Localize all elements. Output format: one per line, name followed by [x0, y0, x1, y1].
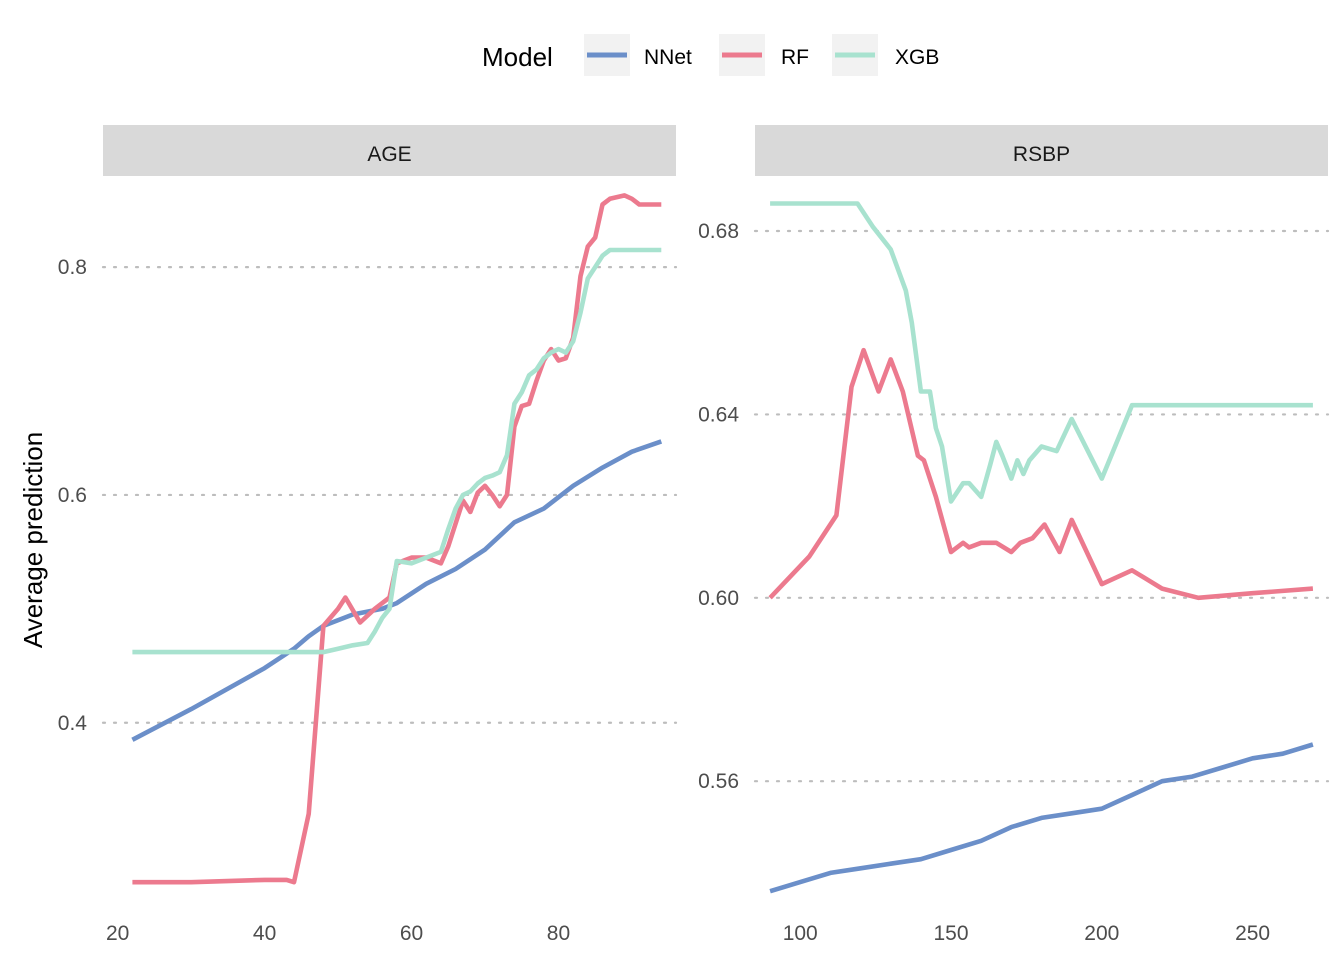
- legend-item-xgb: XGB: [832, 34, 939, 76]
- y-tick-label: 0.4: [58, 712, 88, 735]
- legend-label-xgb: XGB: [895, 46, 939, 69]
- x-tick-label: 150: [934, 922, 969, 945]
- x-tick-label: 250: [1235, 922, 1270, 945]
- strip-label: AGE: [367, 143, 411, 166]
- legend-label-rf: RF: [781, 46, 809, 69]
- x-tick-label: 100: [783, 922, 818, 945]
- series-line-rf: [770, 350, 1313, 598]
- y-tick-label: 0.6: [58, 484, 87, 507]
- x-tick-label: 80: [547, 922, 570, 945]
- strip-label: RSBP: [1013, 143, 1070, 166]
- panel-rsbp: RSBP 0.56 0.60 0.64 0.68 100 150 200 250: [698, 125, 1328, 945]
- series-line-xgb: [132, 250, 661, 652]
- legend-label-nnet: NNet: [644, 46, 692, 69]
- series-line-xgb: [770, 204, 1313, 502]
- y-tick-label: 0.64: [698, 403, 739, 426]
- x-tick-label: 20: [106, 922, 129, 945]
- y-tick-label: 0.56: [698, 770, 739, 793]
- legend-item-nnet: NNet: [584, 34, 692, 76]
- y-tick-label: 0.60: [698, 587, 739, 610]
- x-tick-label: 200: [1084, 922, 1119, 945]
- y-tick-label: 0.68: [698, 220, 739, 243]
- x-tick-label: 40: [253, 922, 276, 945]
- legend: Model NNet RF XGB: [482, 34, 939, 76]
- legend-item-rf: RF: [719, 34, 809, 76]
- y-axis-title: Average prediction: [18, 432, 48, 648]
- legend-title: Model: [482, 42, 553, 72]
- x-tick-label: 60: [400, 922, 423, 945]
- y-tick-label: 0.8: [58, 256, 87, 279]
- panel-age: AGE 0.4 0.6 0.8 20 40 60 80: [58, 125, 676, 945]
- series-line-nnet: [770, 745, 1313, 892]
- series-line-nnet: [132, 441, 661, 739]
